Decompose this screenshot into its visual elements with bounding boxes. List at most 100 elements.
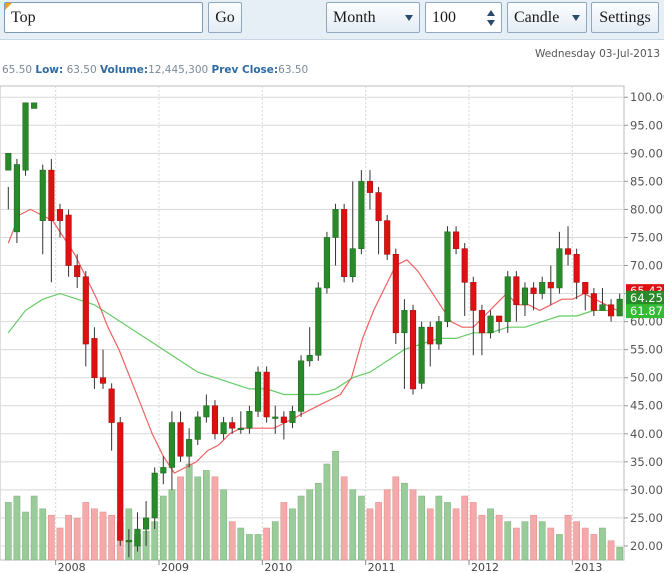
candle-body [306,354,313,362]
y-tick-label: 50.00 [630,371,663,385]
candle-body [323,237,330,289]
y-tick-label: 95.00 [630,118,663,132]
candle-body [272,416,279,419]
candle-body [444,231,451,322]
period-select[interactable]: Month [326,2,420,33]
volume-bar [513,527,520,561]
toolbar: Top Go Month 100 Candle Settings [0,0,664,40]
candle-body [384,220,391,255]
y-tick-label: 75.00 [630,230,663,244]
candle-body [203,405,210,418]
candle-body [599,304,606,311]
candle-body [496,315,503,322]
candle-body [315,287,322,356]
chevron-down-icon [572,15,580,21]
volume-bar [297,495,305,561]
settings-button[interactable]: Settings [591,2,659,33]
volume-bar [185,463,193,561]
candle-body [435,321,442,345]
volume-bar [177,476,184,561]
candle-body [530,287,537,294]
volume-bar [39,508,47,561]
candle-body [65,214,72,266]
x-tick-label: 2013 [574,561,602,573]
volume-bar [461,495,469,561]
candle-body [556,248,563,289]
candle-body [547,282,554,289]
x-tick-label: 2010 [264,561,292,573]
y-tick-label: 20.00 [630,539,663,553]
candle-body [220,422,227,435]
candle-body [151,472,158,519]
candle-body [5,153,12,171]
volume-bar [48,514,55,561]
bar-count-value: 100 [432,8,456,26]
x-tick-label: 2009 [161,561,189,573]
candle-body [31,102,38,109]
candle-body [177,422,184,457]
volume-bar [13,495,21,561]
value-label-text: 64.25 [630,291,663,305]
chart-type-select[interactable]: Candle [507,2,587,33]
spin-down-icon[interactable] [487,20,495,26]
volume-bar [30,495,38,561]
candle-body [39,169,46,221]
candle-body [341,209,348,278]
low-value: 63.50 [66,64,97,76]
volume-bar [56,527,64,561]
symbol-search-input[interactable]: Top [4,2,203,33]
period-select-value: Month [333,8,376,26]
candle-body [280,416,287,423]
candle-body [573,253,580,283]
volume-bar [375,502,382,561]
prev-close-value: 63.50 [278,64,309,76]
high-value: 65.50 [2,64,33,76]
y-tick-label: 85.00 [630,174,663,188]
candle-body [409,310,417,390]
volume-bar [590,534,598,561]
volume-bar [358,495,365,561]
volume-bar [487,508,494,561]
candle-body [521,287,529,306]
candle-body [125,540,132,543]
volume-bar [323,463,331,561]
ma-slow-line [7,292,612,396]
candle-body [418,326,425,384]
volume-bar [237,527,245,561]
volume-bar [73,518,81,561]
volume-bar [194,476,202,561]
candle-body [108,388,115,423]
volume-bar [340,476,348,561]
candle-body [194,416,201,440]
dropdown-corner-icon [5,3,12,10]
volume-bar [280,502,288,561]
volume-bar [211,476,219,561]
bar-count-stepper[interactable]: 100 [425,2,502,33]
candle-body [504,276,511,322]
candle-body [470,282,477,311]
candle-body [48,169,55,221]
candle-body [22,102,29,171]
volume-bar [452,508,460,561]
volume-bar [203,470,210,561]
low-label: Low: [35,64,64,76]
y-tick-label: 55.00 [630,343,663,357]
go-button[interactable]: Go [208,2,242,33]
volume-bar [289,508,296,561]
volume-bar [99,511,107,561]
symbol-search-value: Top [11,8,36,26]
value-label-box [626,290,664,305]
volume-bar [159,495,167,561]
volume-bar [607,540,615,561]
volume-bar [409,489,417,561]
value-label-text: 61.87 [630,304,663,318]
volume-bar [246,534,253,561]
volume-bar [392,476,400,561]
candle-body [99,377,107,384]
x-tick-label: 2008 [58,561,86,573]
spin-up-icon[interactable] [487,10,495,16]
volume-bar [530,514,537,561]
candle-body [453,231,460,249]
candle-body [582,282,589,294]
